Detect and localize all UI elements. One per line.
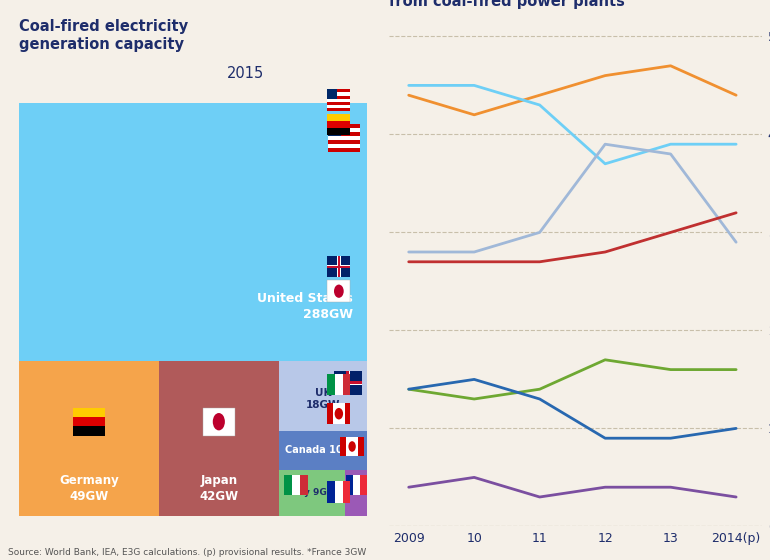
Bar — [328, 128, 360, 132]
Bar — [335, 374, 343, 395]
Bar — [346, 371, 350, 395]
Text: United States
288GW: United States 288GW — [257, 292, 353, 321]
Text: 2015: 2015 — [227, 66, 264, 81]
Bar — [300, 475, 308, 495]
Text: Germany
49GW: Germany 49GW — [59, 474, 119, 503]
Bar — [19, 104, 367, 361]
Bar — [353, 475, 360, 495]
Bar — [327, 403, 333, 424]
Bar — [327, 265, 350, 268]
Text: Canada 10GW: Canada 10GW — [285, 445, 361, 455]
Bar — [327, 96, 350, 99]
Circle shape — [348, 441, 356, 452]
Bar — [333, 371, 363, 395]
Bar — [327, 403, 350, 424]
Bar — [333, 381, 363, 384]
Bar — [279, 361, 367, 431]
Bar — [327, 265, 350, 268]
Bar — [327, 90, 350, 92]
Bar — [328, 136, 360, 140]
Bar — [333, 381, 363, 385]
Bar — [337, 256, 340, 277]
Bar — [360, 475, 367, 495]
Text: *: * — [353, 488, 359, 498]
Bar — [327, 99, 350, 101]
Bar — [328, 124, 360, 128]
Bar — [358, 437, 364, 456]
Bar — [327, 105, 350, 108]
Bar — [346, 475, 353, 495]
Bar — [327, 128, 350, 136]
Bar — [327, 256, 350, 277]
Bar — [328, 124, 341, 136]
Bar — [343, 482, 350, 503]
Bar — [327, 121, 350, 128]
Bar — [327, 114, 350, 121]
Text: Italy 9GW: Italy 9GW — [287, 488, 336, 497]
Bar — [73, 417, 105, 426]
Bar — [346, 371, 350, 395]
Bar — [327, 90, 336, 99]
Bar — [292, 475, 300, 495]
Bar — [328, 132, 360, 136]
Bar — [203, 408, 235, 436]
Circle shape — [335, 408, 343, 419]
Bar — [73, 408, 105, 417]
Bar — [327, 482, 335, 503]
Text: Source: World Bank, IEA, E3G calculations. (p) provisional results. *France 3GW: Source: World Bank, IEA, E3G calculation… — [8, 548, 366, 557]
Bar — [327, 92, 350, 96]
Bar — [279, 431, 367, 470]
Bar — [327, 281, 350, 302]
Text: Share of electricity generation
from coal-fired power plants: Share of electricity generation from coa… — [389, 0, 643, 9]
Text: Japan
42GW: Japan 42GW — [199, 474, 239, 503]
Circle shape — [213, 413, 225, 431]
Bar — [279, 470, 345, 516]
Text: Coal-fired electricity
generation capacity: Coal-fired electricity generation capaci… — [19, 20, 188, 52]
Bar — [327, 101, 350, 105]
Bar — [338, 256, 340, 277]
Bar — [327, 108, 350, 111]
Bar — [328, 140, 360, 144]
Text: UK
18GW: UK 18GW — [306, 388, 340, 409]
Circle shape — [334, 284, 343, 298]
Bar — [340, 437, 364, 456]
Bar — [335, 482, 343, 503]
Bar — [340, 437, 346, 456]
Bar — [73, 426, 105, 436]
Bar — [344, 403, 350, 424]
Bar — [327, 374, 335, 395]
Bar — [345, 470, 367, 516]
Bar — [159, 361, 279, 516]
Bar — [19, 361, 159, 516]
Bar — [328, 148, 360, 152]
Bar — [284, 475, 292, 495]
Text: generation capacity: generation capacity — [19, 71, 189, 85]
Bar — [343, 374, 350, 395]
Bar — [328, 144, 360, 148]
